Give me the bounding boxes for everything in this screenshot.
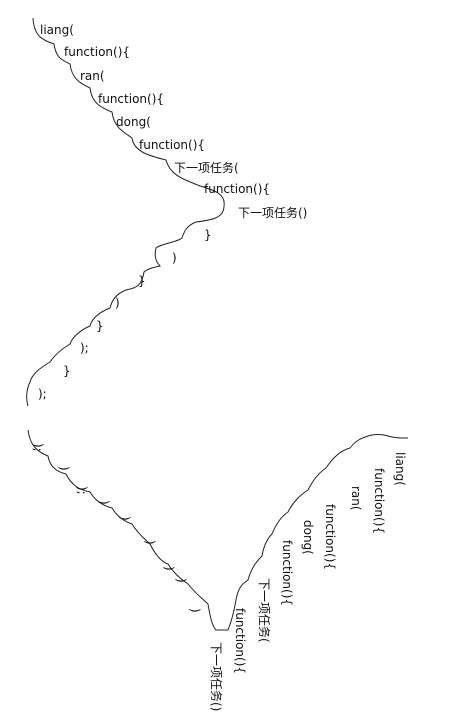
code-line-close-brace-2: } (138, 274, 146, 288)
v-left-close-paren-5: ) (162, 566, 176, 571)
v-curve-left (27, 429, 228, 631)
v-left-close-paren-3: ) (118, 516, 132, 521)
v-right-function-2: function(){ (323, 504, 337, 570)
code-line-function-4: function(){ (204, 182, 270, 196)
code-line-function-1: function(){ (64, 45, 130, 59)
v-right-dong: dong( (301, 520, 315, 555)
v-left-close-paren-4: ) (143, 540, 157, 545)
code-line-close-brace-1: } (204, 228, 212, 242)
code-line-close-paren-1: ) (172, 251, 177, 265)
v-right-next-task-call: 下一项任务( (257, 578, 272, 643)
code-line-close-brace-4: } (63, 364, 71, 378)
code-line-close-paren-semi-2: ); (38, 387, 47, 401)
code-line-liang: liang( (40, 23, 74, 37)
code-line-ran: ran( (80, 69, 105, 83)
v-left-close-paren-semi-1: ); (31, 443, 45, 452)
v-left-close-paren-semi-2: ); (75, 486, 89, 495)
code-line-next-task-final: 下一项任务() (238, 205, 307, 220)
v-right-function-1: function(){ (372, 468, 386, 534)
code-line-function-2: function(){ (98, 92, 164, 106)
v-right-function-4: function(){ (233, 608, 247, 674)
v-left-close-paren-6: ) (174, 578, 188, 583)
v-right-openers: liang( function(){ ran( function(){ dong… (209, 452, 407, 711)
v-right-function-3: function(){ (280, 540, 294, 606)
v-right-liang: liang( (393, 452, 407, 486)
v-right-next-task-final: 下一项任务() (209, 642, 224, 711)
code-line-function-3: function(){ (139, 138, 205, 152)
code-line-next-task-call: 下一项任务( (174, 160, 239, 175)
v-left-close-paren-2: ) (97, 500, 111, 505)
code-line-close-paren-semi-1: ); (80, 341, 89, 355)
code-line-close-brace-3: } (96, 319, 104, 333)
v-right-ran: ran( (349, 486, 363, 511)
staircase-curve-top (26, 17, 225, 407)
code-line-dong: dong( (116, 115, 151, 129)
v-curve-right (227, 434, 409, 631)
code-line-close-paren-2: ) (115, 296, 120, 310)
v-left-close-paren-1: ) (57, 466, 71, 471)
v-left-close-paren-7: ) (188, 608, 202, 613)
v-left-closers: ); ) ); ) ) ) ) ) ) (31, 443, 202, 613)
